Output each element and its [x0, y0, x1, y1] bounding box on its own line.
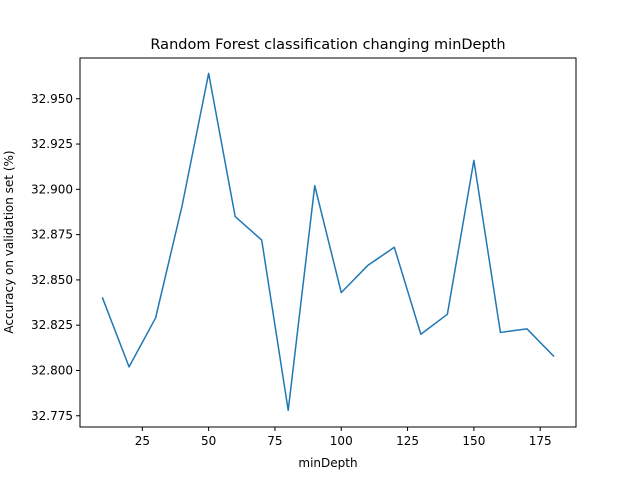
y-tick-label: 32.925: [31, 137, 73, 151]
y-tick-label: 32.875: [31, 228, 73, 242]
plot-frame: [79, 57, 577, 428]
x-tick-label: 125: [396, 434, 419, 448]
y-tick-label: 32.800: [31, 363, 73, 377]
series-line-accuracy: [101, 72, 555, 412]
x-tick-label: 100: [330, 434, 353, 448]
y-tick-label: 32.825: [31, 318, 73, 332]
x-axis: 25 50 75 100 125 150 175: [135, 427, 552, 448]
y-axis-title: Accuracy on validation set (%): [2, 150, 16, 333]
y-axis: 32.775 32.800 32.825 32.850 32.875 32.900 32.9…: [31, 92, 80, 423]
y-tick-label: 32.850: [31, 273, 73, 287]
series-layer: [101, 72, 555, 412]
y-tick-label: 32.950: [31, 92, 73, 106]
x-tick-label: 175: [529, 434, 552, 448]
x-tick-label: 25: [135, 434, 150, 448]
x-tick-label: 50: [201, 434, 216, 448]
y-tick-label: 32.775: [31, 409, 73, 423]
x-tick-label: 150: [462, 434, 485, 448]
y-tick-label: 32.900: [31, 182, 73, 196]
x-tick-label: 75: [267, 434, 282, 448]
chart-title: Random Forest classification changing mi…: [150, 37, 505, 53]
x-axis-title: minDepth: [298, 456, 357, 470]
